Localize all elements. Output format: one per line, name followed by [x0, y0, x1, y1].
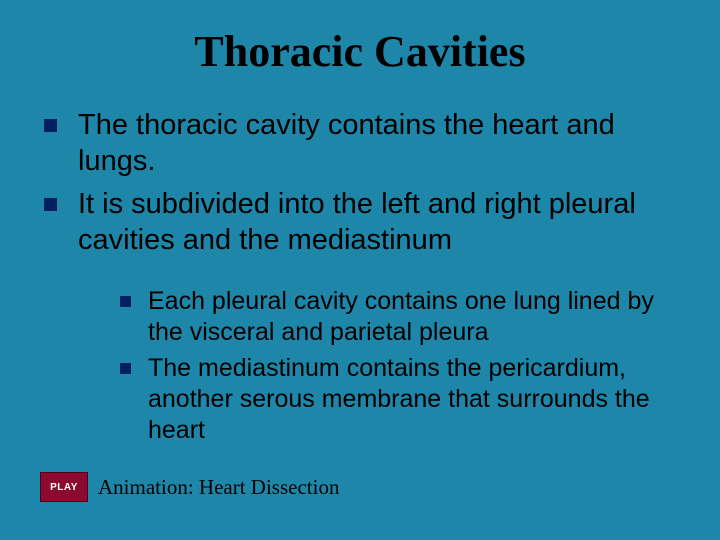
list-item: It is subdivided into the left and right…: [40, 186, 680, 447]
slide: Thoracic Cavities The thoracic cavity co…: [0, 0, 720, 540]
bullet-list-level2: Each pleural cavity contains one lung li…: [116, 286, 680, 446]
slide-title: Thoracic Cavities: [40, 26, 680, 77]
list-item: Each pleural cavity contains one lung li…: [116, 286, 680, 349]
play-row: PLAY Animation: Heart Dissection: [40, 472, 339, 502]
list-item-text: It is subdivided into the left and right…: [78, 188, 636, 256]
bullet-list-level1: The thoracic cavity contains the heart a…: [40, 107, 680, 446]
list-item: The mediastinum contains the pericardium…: [116, 353, 680, 447]
animation-caption: Animation: Heart Dissection: [98, 475, 339, 500]
play-button[interactable]: PLAY: [40, 472, 88, 502]
list-item: The thoracic cavity contains the heart a…: [40, 107, 680, 180]
